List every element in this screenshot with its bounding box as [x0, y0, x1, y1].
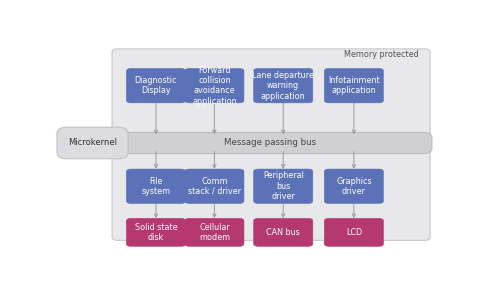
FancyBboxPatch shape — [324, 69, 384, 103]
FancyBboxPatch shape — [57, 127, 128, 159]
Text: CAN bus: CAN bus — [266, 228, 300, 237]
Text: Diagnostic
Display: Diagnostic Display — [135, 76, 177, 95]
Text: Peripheral
bus
driver: Peripheral bus driver — [263, 171, 304, 201]
Text: Lane departure
warning
application: Lane departure warning application — [252, 71, 314, 101]
Text: File
system: File system — [142, 176, 170, 196]
Text: LCD: LCD — [346, 228, 362, 237]
FancyBboxPatch shape — [112, 49, 430, 240]
Text: Forward
collision
avoidance
application: Forward collision avoidance application — [192, 65, 237, 106]
FancyBboxPatch shape — [126, 218, 186, 246]
FancyBboxPatch shape — [253, 218, 313, 246]
FancyBboxPatch shape — [324, 218, 384, 246]
FancyBboxPatch shape — [185, 169, 244, 203]
Text: Microkernel: Microkernel — [68, 139, 117, 148]
FancyBboxPatch shape — [185, 69, 244, 103]
FancyBboxPatch shape — [253, 169, 313, 203]
FancyBboxPatch shape — [126, 69, 186, 103]
FancyBboxPatch shape — [253, 69, 313, 103]
FancyBboxPatch shape — [66, 132, 432, 154]
FancyBboxPatch shape — [185, 218, 244, 246]
Text: Infotainment
application: Infotainment application — [328, 76, 380, 95]
Text: Message passing bus: Message passing bus — [224, 139, 316, 148]
FancyBboxPatch shape — [324, 169, 384, 203]
Text: Solid state
disk: Solid state disk — [135, 223, 177, 242]
FancyBboxPatch shape — [126, 169, 186, 203]
Text: Graphics
driver: Graphics driver — [336, 176, 372, 196]
Text: Comm
stack / driver: Comm stack / driver — [188, 176, 241, 196]
Text: Cellular
modem: Cellular modem — [199, 223, 230, 242]
Text: Memory protected: Memory protected — [344, 50, 419, 59]
